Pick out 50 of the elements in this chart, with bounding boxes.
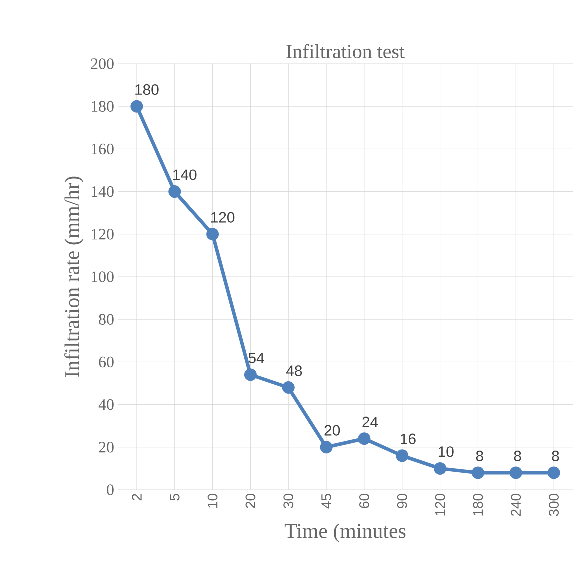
data-label: 8 <box>552 450 560 462</box>
x-axis-title: Time (minutes <box>284 524 406 543</box>
x-tick-label: 5 <box>170 494 180 501</box>
data-label: 24 <box>362 416 378 428</box>
point <box>510 466 522 480</box>
data-label: 48 <box>286 366 302 376</box>
chart-title: Infiltration test <box>286 44 405 58</box>
data-label: 10 <box>438 446 454 458</box>
data-label: 180 <box>136 84 159 96</box>
x-tick-label: 20 <box>246 494 256 508</box>
data-label: 54 <box>248 353 264 364</box>
x-tick-label: 45 <box>322 494 332 509</box>
data-label: 8 <box>476 450 484 462</box>
data-label: 20 <box>324 425 340 436</box>
y-tick-label: 100 <box>92 272 114 282</box>
x-tick-label: 60 <box>360 494 370 508</box>
point <box>320 441 333 454</box>
point <box>548 466 560 480</box>
data-label: 120 <box>211 212 235 223</box>
x-tick-label: 2 <box>132 494 142 501</box>
point <box>244 368 257 382</box>
x-tick-label: 10 <box>208 494 218 508</box>
data-label: 16 <box>401 434 416 444</box>
point <box>472 466 484 480</box>
y-tick-label: 60 <box>99 356 114 368</box>
point <box>168 186 182 198</box>
x-tick-label: 240 <box>511 494 522 516</box>
point <box>206 228 220 241</box>
y-tick-label: 0 <box>107 484 114 496</box>
data-label: 140 <box>174 170 197 180</box>
y-tick-label: 20 <box>99 442 114 453</box>
y-tick-label: 160 <box>92 144 114 155</box>
y-tick-label: 140 <box>92 186 114 198</box>
x-tick-label: 180 <box>473 494 484 516</box>
y-tick-label: 120 <box>92 229 114 240</box>
point <box>396 450 409 462</box>
y-axis-title: Infiltration rate (mm/hr) <box>64 176 84 378</box>
y-tick-label: 80 <box>99 314 114 325</box>
y-tick-label: 180 <box>92 101 114 112</box>
y-tick-label: 40 <box>98 399 114 410</box>
x-tick-label: 120 <box>435 494 446 516</box>
point <box>434 462 447 475</box>
point <box>358 432 371 446</box>
y-tick-label: 200 <box>91 58 114 70</box>
x-tick-label: 300 <box>549 494 559 516</box>
point <box>130 100 144 113</box>
data-label: 8 <box>514 450 522 462</box>
x-tick-label: 90 <box>397 494 408 508</box>
x-tick-label: 30 <box>284 494 294 508</box>
point <box>282 382 295 394</box>
